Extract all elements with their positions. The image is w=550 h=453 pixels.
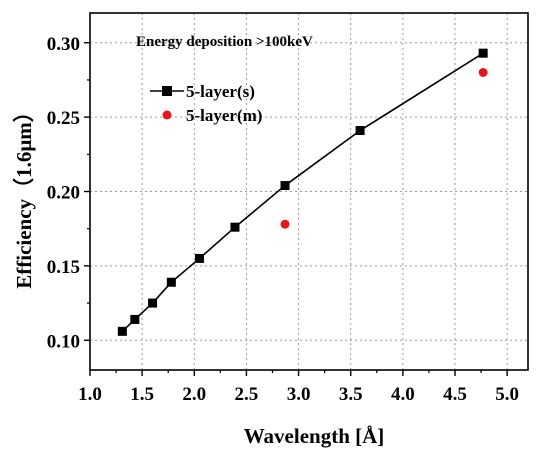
y-axis-label: Efficiency（1.6μm） [12, 101, 36, 288]
data-point-square [117, 326, 127, 336]
tick-labels: 1.0 1.5 2.0 2.5 3.0 3.5 4.0 4.5 5.0 0.10 0.15 0.20 0… [47, 34, 519, 405]
x-tick-label: 1.5 [130, 384, 154, 405]
legend-circle-marker [162, 110, 172, 120]
data-series [117, 48, 488, 336]
y-tick-label: 0.20 [47, 183, 80, 204]
legend-label-5-layer-s: 5-layer(s) [186, 82, 255, 101]
x-tick-label: 5.0 [495, 384, 519, 405]
y-tick-label: 0.10 [47, 331, 80, 352]
x-tick-label: 2.5 [235, 384, 259, 405]
y-tick-label: 0.30 [47, 34, 80, 55]
y-tick-label: 0.15 [47, 257, 80, 278]
data-point-square [148, 298, 158, 308]
data-point-circle [280, 219, 290, 229]
data-point-square [355, 126, 365, 136]
axis-ticks [84, 42, 508, 376]
data-point-circle [478, 68, 488, 77]
data-point-square [230, 222, 240, 232]
data-point-square [130, 314, 140, 324]
data-point-square [195, 253, 204, 263]
x-tick-label: 4.5 [443, 384, 467, 405]
x-tick-label: 2.0 [182, 384, 206, 405]
grid-lines [90, 13, 528, 370]
series-line-5-layer-s [121, 52, 484, 332]
y-tick-label: 0.25 [47, 108, 80, 129]
data-point-square [280, 181, 290, 191]
x-tick-label: 4.0 [391, 384, 415, 405]
legend-label-5-layer-m: 5-layer(m) [186, 106, 262, 125]
plot-frame [89, 12, 529, 371]
legend: 5-layer(s) 5-layer(m) [150, 82, 262, 125]
x-axis-label: Wavelength [Å] [244, 424, 385, 448]
data-point-square [478, 48, 488, 58]
annotation-text: Energy deposition >100keV [136, 34, 313, 50]
legend-square-marker [162, 86, 172, 96]
data-point-square [166, 277, 176, 287]
x-tick-label: 3.0 [287, 384, 311, 405]
x-tick-label: 3.5 [339, 384, 363, 405]
x-tick-label: 1.0 [78, 384, 102, 405]
